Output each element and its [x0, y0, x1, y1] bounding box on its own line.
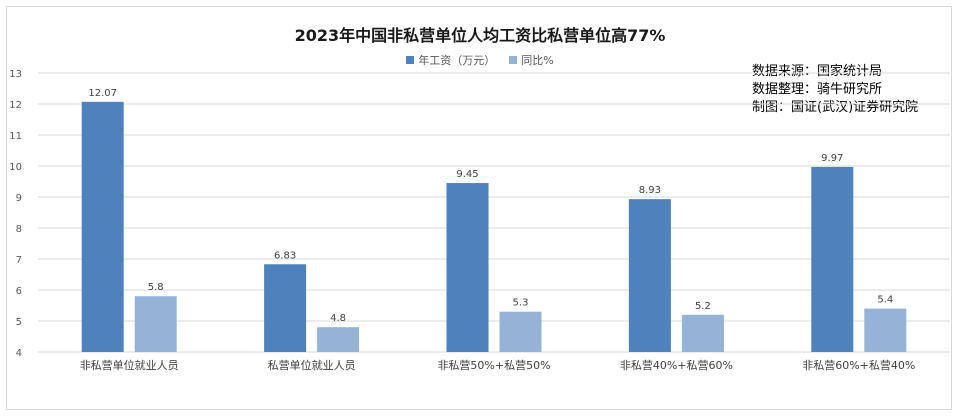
data-label: 5.2 [695, 301, 711, 312]
bar-series-1 [628, 199, 671, 352]
y-tick-label: 12 [9, 100, 22, 111]
data-label: 5.8 [148, 282, 164, 293]
bar-series-2 [134, 296, 177, 352]
source-line-2: 数据整理：骑牛研究所 [752, 82, 883, 97]
bar-series-1 [811, 166, 854, 352]
x-tick-label: 非私营40%+私营60% [620, 358, 733, 372]
chart-title: 2023年中国非私营单位人均工资比私营单位高77% [294, 26, 666, 45]
y-tick-label: 6 [16, 286, 22, 297]
legend-item-series-2: 同比% [509, 52, 554, 68]
x-tick-label: 非私营60%+私营40% [802, 358, 915, 372]
data-label: 5.3 [513, 298, 529, 309]
bar-series-1 [81, 101, 124, 352]
legend-swatch-series-1 [406, 56, 415, 64]
bar-series-2 [317, 327, 360, 352]
data-label: 5.4 [877, 295, 893, 306]
bar-series-2 [864, 308, 907, 352]
y-tick-label: 10 [9, 162, 22, 173]
y-tick-label: 13 [9, 69, 22, 80]
x-tick-label: 非私营50%+私营50% [437, 358, 550, 372]
y-tick-label: 4 [16, 348, 22, 359]
data-label: 6.83 [274, 250, 296, 261]
source-line-1: 数据来源：国家统计局 [752, 64, 883, 79]
data-label: 12.07 [88, 88, 117, 99]
y-tick-label: 11 [9, 131, 22, 142]
legend-label-series-2: 同比% [521, 54, 554, 67]
bar-series-2 [681, 314, 724, 352]
data-label: 9.97 [821, 153, 843, 164]
chart-legend: 年工资（万元） 同比% [0, 52, 960, 68]
legend-item-series-1: 年工资（万元） [406, 52, 495, 68]
legend-swatch-series-2 [509, 56, 518, 64]
data-label: 4.8 [330, 313, 346, 324]
bar-series-2 [499, 311, 542, 352]
y-tick-label: 9 [16, 193, 22, 204]
y-tick-label: 5 [16, 317, 22, 328]
bar-series-1 [446, 183, 489, 352]
x-tick-label: 私营单位就业人员 [268, 358, 356, 372]
y-tick-label: 7 [16, 255, 22, 266]
data-label: 8.93 [639, 185, 661, 196]
y-tick-label: 8 [16, 224, 22, 235]
bar-series-1 [264, 264, 307, 352]
data-label: 9.45 [456, 169, 478, 180]
legend-label-series-1: 年工资（万元） [418, 54, 496, 67]
x-tick-label: 非私营单位就业人员 [80, 358, 179, 372]
